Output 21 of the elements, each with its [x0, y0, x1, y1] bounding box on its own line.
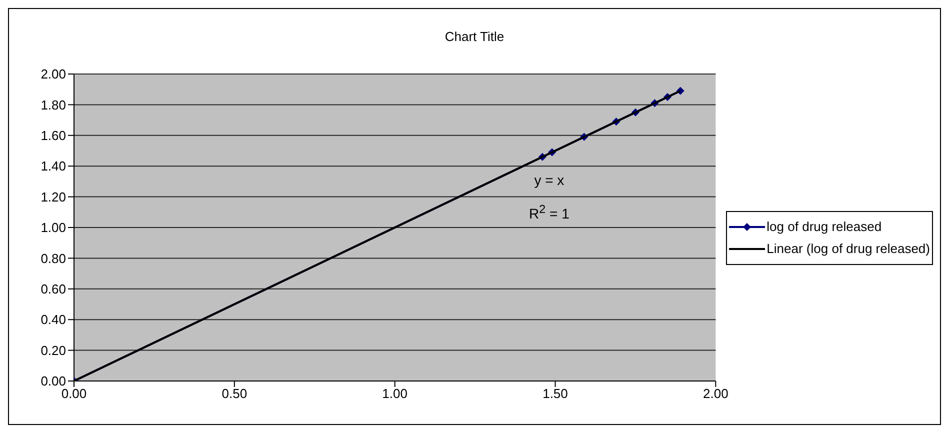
x-tick-label: 2.00 — [703, 386, 728, 402]
y-tick-label: 0.00 — [40, 374, 66, 389]
y-tick-label: 1.20 — [40, 189, 66, 204]
x-tick-label: 1.50 — [542, 386, 568, 402]
y-tick-label: 0.20 — [40, 342, 66, 358]
y-tick-label: 1.60 — [40, 128, 66, 144]
y-tick-label: 0.60 — [40, 282, 66, 297]
y-tick-label: 1.40 — [40, 158, 66, 174]
legend-label: log of drug released — [766, 219, 882, 234]
y-tick-label: 2.00 — [40, 66, 66, 82]
annotation: R$^{2}$ = 1 — [529, 202, 570, 224]
x-tick-label: 1.00 — [382, 386, 408, 402]
y-tick-label: 1.00 — [40, 220, 66, 236]
annotation: y = x — [533, 171, 566, 190]
x-tick-label: 0.00 — [61, 386, 87, 402]
y-tick-label: 1.80 — [40, 97, 66, 112]
legend-label: Linear (log of drug released) — [766, 241, 930, 256]
y-tick-label: 0.40 — [40, 312, 66, 328]
y-tick-label: 0.80 — [40, 250, 66, 266]
chart-title: Chart Title — [444, 28, 506, 46]
x-tick-label: 0.50 — [222, 386, 248, 402]
